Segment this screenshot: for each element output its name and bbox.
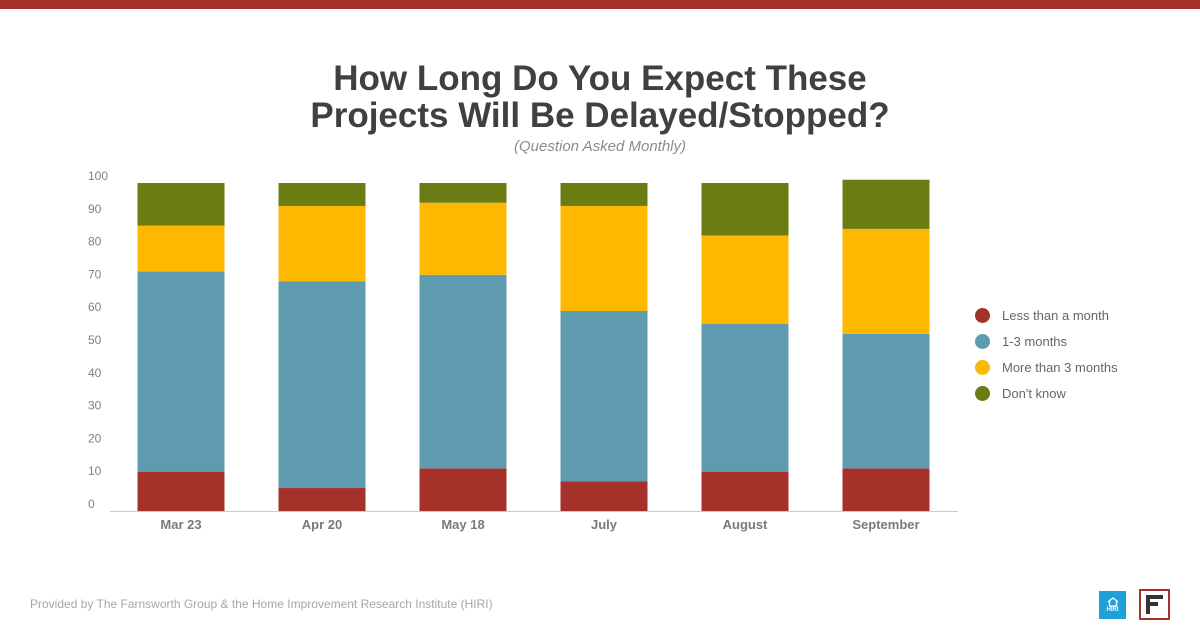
bar-segment-more-than-3-months (137, 225, 225, 272)
y-tick-label: 60 (88, 300, 102, 314)
hiri-logo: HIRI (1099, 591, 1126, 619)
y-tick-label: 70 (88, 267, 102, 281)
bar-segment-more-than-3-months (419, 202, 507, 275)
bar-segment-don-t-know (419, 183, 507, 203)
bar-segment-don-t-know (137, 183, 225, 226)
chart-legend: Less than a month 1-3 months More than 3 m… (975, 302, 1118, 406)
x-tick-label: September (852, 517, 919, 532)
legend-swatch (975, 385, 990, 401)
bar-segment-more-than-3-months (278, 205, 366, 282)
chart-title-line-1: How Long Do You Expect These (333, 59, 867, 98)
bar-segment-1-3-months (137, 271, 225, 472)
y-tick-label: 10 (88, 464, 102, 478)
farnsworth-f-icon (1146, 595, 1163, 614)
x-tick-label: August (723, 517, 768, 532)
legend-label: More than 3 months (1002, 359, 1118, 375)
y-tick-label: 0 (88, 497, 95, 511)
bar-segment-less-than-a-month (701, 471, 789, 511)
x-tick-label: Apr 20 (302, 517, 342, 532)
bar-segment-more-than-3-months (701, 235, 789, 325)
y-tick-label: 40 (88, 366, 102, 380)
chart-subtitle: (Question Asked Monthly) (513, 138, 687, 155)
house-icon (1107, 596, 1118, 607)
y-tick-label: 20 (88, 431, 102, 445)
legend-item: More than 3 months (975, 354, 1118, 380)
y-tick-label: 100 (88, 169, 108, 183)
bar-segment-more-than-3-months (560, 205, 648, 311)
bar-segment-don-t-know (842, 179, 930, 229)
bar-segment-don-t-know (560, 183, 648, 206)
bar-segment-less-than-a-month (278, 488, 366, 511)
top-accent-bar (0, 0, 1200, 9)
chart-title-line-2: Projects Will Be Delayed/Stopped? (310, 96, 890, 135)
bar-segment-1-3-months (701, 324, 789, 472)
bar-segment-less-than-a-month (842, 468, 930, 511)
y-tick-label: 90 (88, 202, 102, 216)
legend-label: Less than a month (1002, 307, 1109, 323)
y-tick-label: 30 (88, 399, 102, 413)
footer-credit: Provided by The Farnsworth Group & the H… (30, 597, 493, 611)
hiri-logo-text: HIRI (1106, 606, 1119, 613)
bar-segment-don-t-know (701, 183, 789, 236)
bar-segment-1-3-months (560, 310, 648, 482)
bar-segment-1-3-months (419, 274, 507, 469)
legend-swatch (975, 307, 990, 323)
x-tick-label: May 18 (441, 517, 484, 532)
x-tick-label: Mar 23 (160, 517, 201, 532)
legend-swatch (975, 333, 990, 349)
legend-label: 1-3 months (1002, 333, 1068, 349)
bar-segment-less-than-a-month (560, 481, 648, 511)
chart-title: How Long Do You Expect These Projects Wi… (200, 60, 1000, 134)
bar-segment-less-than-a-month (419, 468, 507, 511)
bar-segment-1-3-months (842, 333, 930, 469)
legend-swatch (975, 359, 990, 375)
legend-item: Less than a month (975, 302, 1118, 328)
bar-segment-less-than-a-month (137, 471, 225, 511)
farnsworth-logo (1139, 589, 1170, 620)
y-tick-label: 50 (88, 333, 102, 347)
bar-segment-more-than-3-months (842, 228, 930, 334)
legend-label: Don't know (1002, 385, 1066, 401)
bar-segment-don-t-know (278, 183, 366, 206)
x-tick-label: July (591, 517, 618, 532)
legend-item: 1-3 months (975, 328, 1118, 354)
bar-segment-1-3-months (278, 281, 366, 489)
legend-item: Don't know (975, 380, 1118, 406)
y-tick-label: 80 (88, 235, 102, 249)
